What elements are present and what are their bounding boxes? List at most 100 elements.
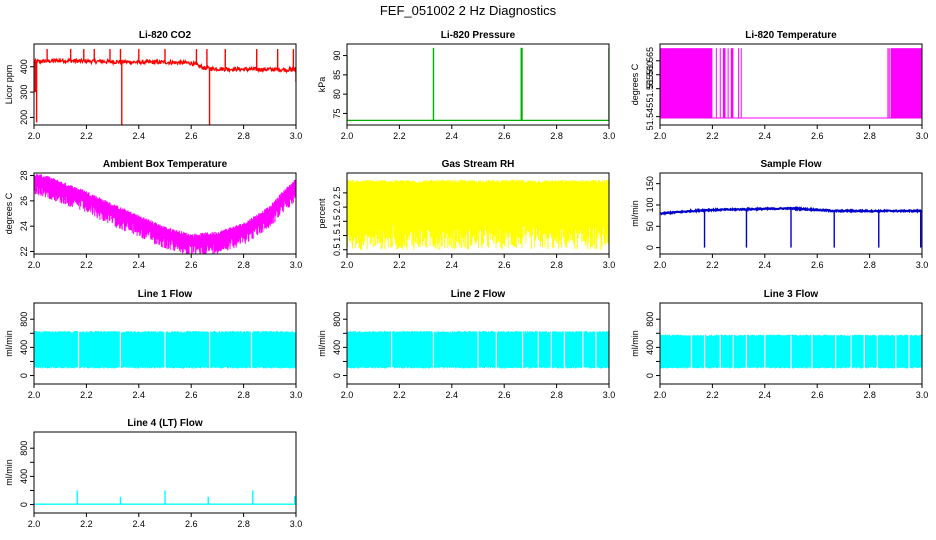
x-tick-label: 2.0	[654, 390, 667, 400]
x-tick-label: 2.8	[550, 390, 563, 400]
x-tick-label: 2.0	[654, 131, 667, 141]
y-tick-label: 100	[645, 197, 655, 212]
y-tick-label: 800	[19, 312, 29, 327]
y-tick-label: 0.5	[332, 243, 342, 256]
x-tick-label: 2.6	[811, 131, 824, 141]
y-tick-label: 300	[19, 85, 29, 100]
x-tick-label: 2.6	[811, 260, 824, 270]
x-tick-label: 2.8	[863, 260, 876, 270]
series-line	[34, 490, 296, 505]
plot-frame	[659, 43, 923, 126]
series-line	[660, 205, 922, 248]
panel-title: Li-820 Temperature	[745, 30, 837, 41]
y-tick-label: 50	[645, 221, 655, 231]
y-axis-label: kPa	[317, 77, 327, 93]
plot-frame	[659, 302, 923, 385]
x-tick-label: 2.4	[759, 260, 772, 270]
x-tick-label: 2.2	[393, 260, 406, 270]
y-tick-label: 800	[645, 312, 655, 327]
y-tick-label: 200	[19, 110, 29, 125]
y-tick-label: 26	[19, 196, 29, 206]
x-tick-label: 3.0	[290, 131, 303, 141]
panel-3: Li-820 Temperature 2.0 2.2 2.4 2.6 2.8 3.0 51.5…	[630, 30, 928, 141]
x-tick-label: 2.8	[237, 390, 250, 400]
series-line	[660, 48, 922, 119]
x-tick-label: 2.6	[185, 260, 198, 270]
x-tick-label: 2.4	[446, 390, 459, 400]
y-tick-label: 800	[19, 441, 29, 456]
x-tick-label: 2.8	[550, 131, 563, 141]
x-tick-label: 3.0	[603, 131, 616, 141]
panel-2: Li-820 Pressure 2.0 2.2 2.4 2.6 2.8 3.0 75 80 85 9…	[317, 30, 615, 141]
x-tick-label: 2.2	[706, 390, 719, 400]
x-tick-label: 2.4	[133, 131, 146, 141]
x-tick-label: 3.0	[916, 390, 929, 400]
x-tick-label: 2.0	[341, 260, 354, 270]
x-tick-label: 2.2	[393, 131, 406, 141]
x-tick-label: 2.6	[185, 390, 198, 400]
y-tick-label: 0	[645, 373, 655, 378]
panel-title: Gas Stream RH	[442, 159, 515, 170]
x-tick-label: 2.4	[759, 131, 772, 141]
y-tick-label: 80	[332, 89, 342, 99]
y-axis-label: ml/min	[4, 330, 14, 357]
y-tick-label: 51.565	[645, 47, 655, 75]
y-tick-label: 0	[19, 373, 29, 378]
y-tick-label: 150	[645, 176, 655, 191]
y-tick-label: 800	[332, 312, 342, 327]
panel-title: Line 4 (LT) Flow	[127, 418, 203, 429]
x-tick-label: 2.4	[133, 260, 146, 270]
y-tick-label: 0	[332, 373, 342, 378]
x-tick-label: 2.4	[133, 519, 146, 529]
x-tick-label: 3.0	[290, 260, 303, 270]
x-tick-label: 2.6	[498, 390, 511, 400]
y-tick-label: 400	[19, 59, 29, 74]
y-axis-label: ml/min	[630, 330, 640, 357]
y-tick-label: 1.5	[332, 229, 342, 242]
x-tick-label: 2.0	[341, 390, 354, 400]
y-tick-label: 0	[645, 245, 655, 250]
panel-title: Li-820 Pressure	[441, 30, 516, 41]
plot-frame	[659, 172, 923, 255]
data-band	[890, 48, 922, 119]
data-band	[722, 48, 726, 119]
panel-4: Ambient Box Temperature 2.0 2.2 2.4 2.6 2.8 3.…	[4, 159, 302, 270]
x-tick-label: 2.6	[185, 131, 198, 141]
plot-frame	[346, 302, 610, 385]
y-axis-label: ml/min	[630, 200, 640, 227]
y-axis-label: degrees C	[4, 192, 14, 234]
x-tick-label: 2.6	[498, 260, 511, 270]
panel-1: Li-820 CO2 2.0 2.2 2.4 2.6 2.8 3.0 200 300 400 Lic…	[4, 30, 302, 141]
y-axis-label: percent	[317, 198, 327, 229]
x-tick-label: 2.0	[28, 260, 41, 270]
x-tick-label: 2.0	[341, 131, 354, 141]
series-line	[34, 330, 296, 369]
x-tick-label: 2.2	[80, 260, 93, 270]
x-tick-label: 2.0	[654, 260, 667, 270]
panel-7: Line 1 Flow 2.0 2.2 2.4 2.6 2.8 3.0 0 400 800 ml/m…	[4, 289, 302, 400]
series-line	[347, 330, 609, 369]
panel-10: Line 4 (LT) Flow 2.0 2.2 2.4 2.6 2.8 3.0 0 400 80…	[4, 418, 302, 529]
x-tick-label: 2.0	[28, 390, 41, 400]
x-tick-label: 2.4	[133, 390, 146, 400]
x-tick-label: 3.0	[916, 131, 929, 141]
y-tick-label: 22	[19, 246, 29, 256]
y-tick-label: 400	[332, 340, 342, 355]
series-line	[34, 49, 296, 125]
y-tick-label: 75	[332, 108, 342, 118]
panel-title: Sample Flow	[760, 159, 821, 170]
panel-title: Li-820 CO2	[139, 30, 192, 41]
plot-frame	[33, 43, 297, 126]
x-tick-label: 2.6	[811, 390, 824, 400]
x-tick-label: 2.2	[80, 390, 93, 400]
data-band	[660, 48, 713, 119]
y-tick-label: 51.545	[645, 103, 655, 131]
panel-6: Sample Flow 2.0 2.2 2.4 2.6 2.8 3.0 0 50 100 150 ml…	[630, 159, 928, 270]
y-tick-label: 2.0	[332, 201, 342, 214]
panel-title: Ambient Box Temperature	[103, 159, 228, 170]
y-tick-label: 51.560	[645, 61, 655, 89]
y-tick-label: 2.5	[332, 187, 342, 200]
x-tick-label: 2.8	[237, 260, 250, 270]
